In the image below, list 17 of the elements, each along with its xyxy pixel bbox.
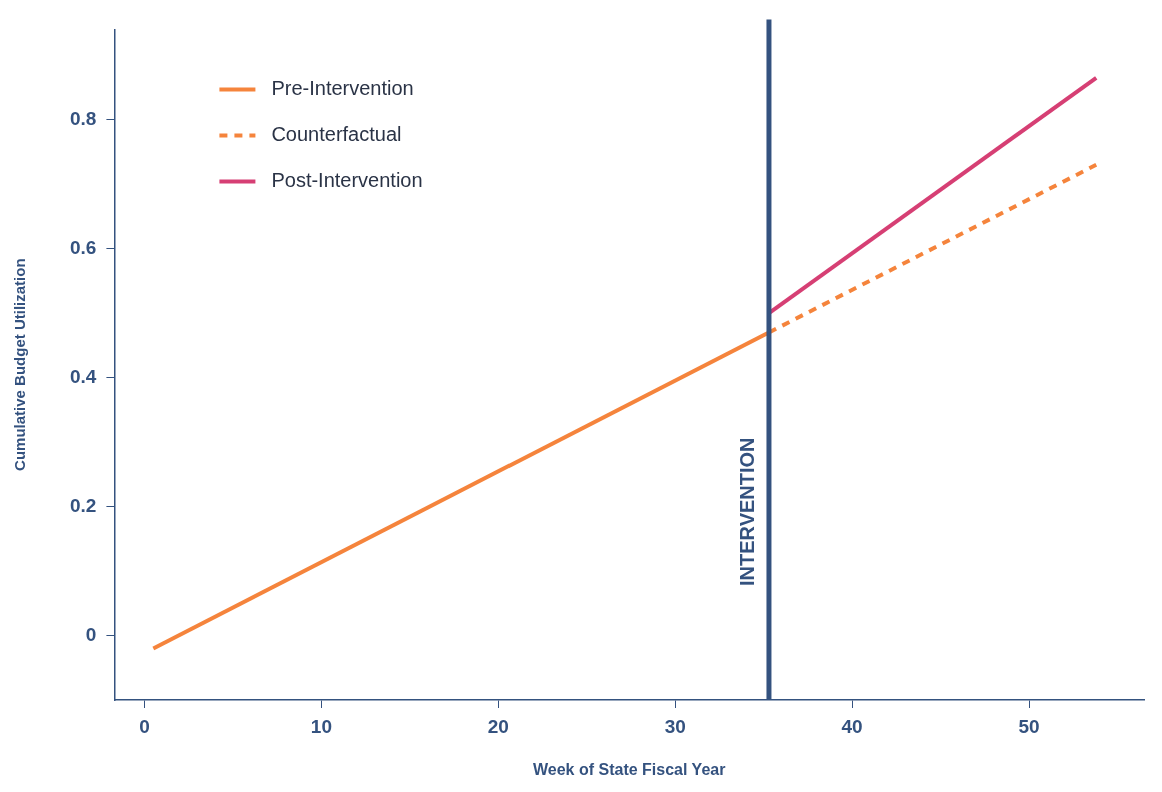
y-tick-label: 0.2 (69, 494, 97, 516)
x-axis-title: Week of State Fiscal Year (533, 760, 726, 778)
y-tick-label: 0.6 (69, 236, 97, 258)
x-tick-label: 40 (841, 715, 863, 737)
y-tick-label: 0.8 (69, 107, 97, 129)
x-tick-label: 30 (664, 715, 686, 737)
x-tick-label: 10 (310, 715, 332, 737)
x-tick-label: 50 (1018, 715, 1040, 737)
y-tick-label: 0 (85, 623, 97, 645)
legend-label: Post-Intervention (271, 168, 423, 191)
ref-line-label: INTERVENTION (736, 437, 759, 586)
x-tick-label: 20 (487, 715, 509, 737)
y-tick-label: 0.4 (69, 365, 97, 387)
x-tick-label: 0 (139, 715, 150, 737)
legend-label: Counterfactual (271, 122, 402, 145)
y-axis-title: Cumulative Budget Utilization (11, 258, 29, 471)
legend-label: Pre-Intervention (271, 76, 414, 99)
